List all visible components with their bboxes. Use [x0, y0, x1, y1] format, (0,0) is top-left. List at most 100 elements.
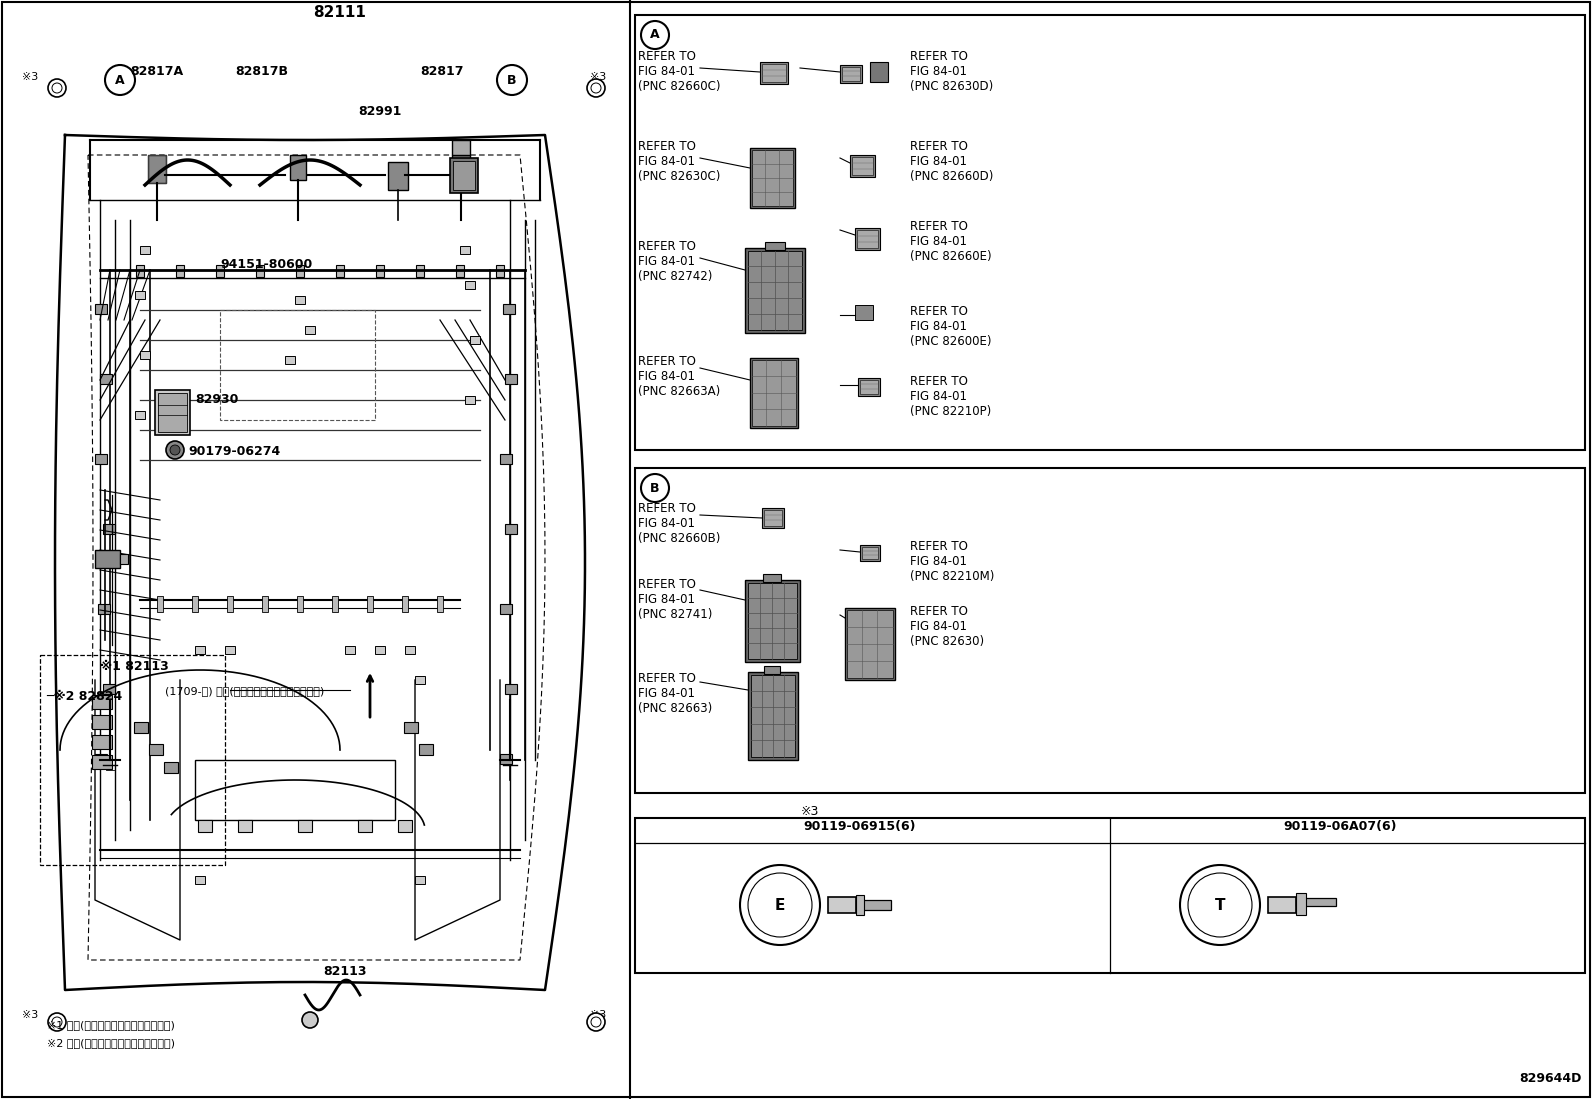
- Bar: [345, 646, 355, 654]
- Bar: [404, 646, 416, 654]
- Bar: [766, 242, 785, 249]
- Text: 82111: 82111: [314, 5, 366, 20]
- Text: 82113: 82113: [323, 965, 366, 978]
- Bar: [505, 524, 517, 534]
- Bar: [470, 336, 481, 344]
- Circle shape: [587, 79, 605, 97]
- Bar: [298, 820, 312, 832]
- Text: 829644D: 829644D: [1520, 1072, 1582, 1085]
- Bar: [403, 596, 408, 612]
- Bar: [748, 251, 802, 330]
- Bar: [228, 596, 232, 612]
- Text: 90179-06274: 90179-06274: [188, 445, 280, 458]
- Bar: [500, 604, 513, 614]
- Bar: [376, 265, 384, 277]
- Bar: [751, 675, 794, 757]
- Bar: [177, 265, 185, 277]
- Bar: [224, 646, 236, 654]
- Bar: [140, 351, 150, 359]
- Bar: [452, 155, 470, 185]
- Bar: [154, 390, 189, 435]
- Text: REFER TO
FIG 84-01
(PNC 82660B): REFER TO FIG 84-01 (PNC 82660B): [638, 502, 720, 545]
- Bar: [860, 380, 879, 395]
- Text: T: T: [1215, 898, 1226, 912]
- Bar: [416, 265, 423, 277]
- Bar: [333, 596, 338, 612]
- Circle shape: [587, 1013, 605, 1031]
- Bar: [92, 735, 111, 750]
- Circle shape: [1180, 865, 1259, 945]
- Bar: [748, 582, 798, 659]
- Bar: [842, 67, 860, 81]
- Bar: [764, 666, 780, 674]
- Bar: [860, 545, 880, 560]
- Text: REFER TO
FIG 84-01
(PNC 82660C): REFER TO FIG 84-01 (PNC 82660C): [638, 49, 721, 93]
- Text: ※3: ※3: [22, 1010, 38, 1020]
- Bar: [194, 646, 205, 654]
- Text: ※1 有り(クリアランス＆バックソナー): ※1 有り(クリアランス＆バックソナー): [48, 1020, 175, 1030]
- Bar: [285, 356, 295, 364]
- Circle shape: [302, 1012, 318, 1028]
- Bar: [336, 265, 344, 277]
- Bar: [1296, 893, 1305, 915]
- Bar: [217, 265, 224, 277]
- Text: ※2 無し(クリアランス＆バックソナー): ※2 無し(クリアランス＆バックソナー): [48, 1037, 175, 1048]
- Text: (1709-　) 無し(クリアランス＆バックソナー): (1709- ) 無し(クリアランス＆バックソナー): [166, 686, 325, 696]
- Bar: [220, 310, 376, 420]
- Bar: [298, 596, 302, 612]
- Bar: [92, 755, 111, 769]
- Text: B: B: [508, 74, 517, 87]
- Bar: [295, 296, 306, 304]
- Bar: [497, 265, 505, 277]
- Text: 90119-06A07(6): 90119-06A07(6): [1283, 820, 1396, 833]
- Bar: [763, 64, 786, 82]
- Text: 82817B: 82817B: [236, 65, 288, 78]
- Bar: [852, 157, 872, 175]
- Text: REFER TO
FIG 84-01
(PNC 82742): REFER TO FIG 84-01 (PNC 82742): [638, 240, 712, 284]
- Bar: [505, 684, 517, 693]
- Bar: [119, 554, 127, 564]
- Circle shape: [48, 79, 65, 97]
- Bar: [764, 510, 782, 526]
- Bar: [376, 646, 385, 654]
- Bar: [306, 326, 315, 334]
- Text: 90119-06915(6): 90119-06915(6): [804, 820, 917, 833]
- Text: ※3: ※3: [22, 73, 38, 82]
- Bar: [164, 762, 178, 773]
- Bar: [358, 820, 373, 832]
- Bar: [237, 820, 252, 832]
- Bar: [748, 671, 798, 761]
- Bar: [158, 393, 186, 432]
- Text: REFER TO
FIG 84-01
(PNC 82663): REFER TO FIG 84-01 (PNC 82663): [638, 671, 712, 715]
- Bar: [845, 608, 895, 680]
- Bar: [751, 149, 793, 206]
- Bar: [856, 230, 879, 248]
- Circle shape: [740, 865, 820, 945]
- Bar: [745, 248, 806, 333]
- Text: ※1 82113: ※1 82113: [100, 660, 169, 673]
- Bar: [96, 550, 119, 568]
- Bar: [455, 265, 463, 277]
- Circle shape: [642, 21, 669, 49]
- Bar: [100, 374, 111, 384]
- Circle shape: [166, 441, 185, 459]
- Circle shape: [642, 474, 669, 502]
- Bar: [197, 820, 212, 832]
- Bar: [263, 596, 267, 612]
- Bar: [503, 304, 514, 314]
- Bar: [635, 818, 1586, 973]
- Text: REFER TO
FIG 84-01
(PNC 82630C): REFER TO FIG 84-01 (PNC 82630C): [638, 140, 720, 184]
- Text: 82930: 82930: [194, 393, 239, 406]
- Bar: [194, 876, 205, 884]
- Text: E: E: [775, 898, 785, 912]
- Bar: [505, 374, 517, 384]
- Text: REFER TO
FIG 84-01
(PNC 82600E): REFER TO FIG 84-01 (PNC 82600E): [911, 306, 992, 348]
- Bar: [855, 306, 872, 320]
- Text: REFER TO
FIG 84-01
(PNC 82741): REFER TO FIG 84-01 (PNC 82741): [638, 578, 712, 621]
- Bar: [847, 610, 893, 678]
- Text: REFER TO
FIG 84-01
(PNC 82663A): REFER TO FIG 84-01 (PNC 82663A): [638, 355, 720, 398]
- Bar: [416, 676, 425, 684]
- Bar: [460, 246, 470, 254]
- Bar: [135, 265, 143, 277]
- Text: A: A: [650, 29, 659, 42]
